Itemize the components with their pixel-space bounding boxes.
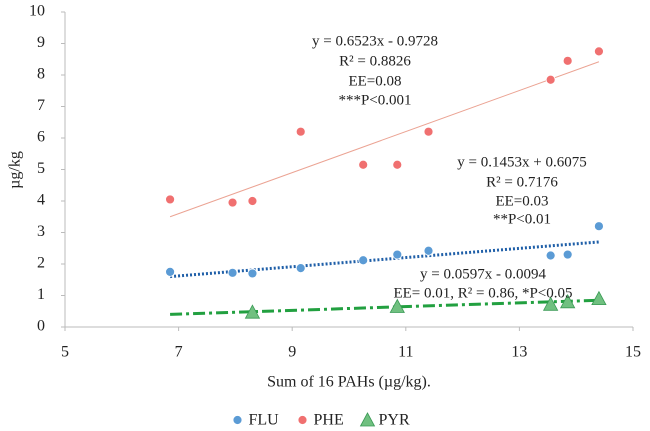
- marker-circle: [594, 221, 604, 232]
- marker-circle: [247, 196, 258, 206]
- y-tick-label: 1: [37, 286, 45, 303]
- y-tick-label: 3: [37, 223, 45, 240]
- marker-circle: [423, 126, 434, 137]
- legend-label: PHE: [314, 412, 344, 429]
- marker-circle: [562, 249, 573, 260]
- legend-marker: [359, 412, 376, 427]
- y-tick-label: 0: [37, 318, 45, 335]
- y-tick-label: 4: [37, 192, 45, 209]
- marker-circle: [423, 245, 434, 256]
- marker-circle: [562, 55, 573, 66]
- legend-label: PYR: [379, 412, 410, 429]
- y-axis-label: µg/kg: [7, 151, 24, 189]
- marker-circle: [594, 46, 604, 57]
- x-tick-label: 13: [511, 344, 527, 361]
- marker-circle: [295, 126, 306, 137]
- marker-circle: [165, 194, 175, 205]
- annotation: EE= 0.01, R² = 0.86, *P<0.05: [393, 285, 572, 301]
- y-tick-label: 8: [37, 66, 45, 83]
- trendline: [170, 298, 599, 316]
- y-tick-label: 7: [37, 97, 45, 114]
- marker-circle: [545, 250, 556, 261]
- x-tick-label: 11: [398, 344, 413, 361]
- y-tick-label: 2: [37, 255, 45, 272]
- annotation: y = 0.6523x - 0.9728: [312, 33, 438, 49]
- marker-triangle: [560, 293, 576, 309]
- marker-triangle: [389, 298, 405, 313]
- marker-circle: [295, 263, 306, 273]
- annotation: R² = 0.7176: [486, 174, 558, 190]
- marker-triangle: [244, 304, 261, 319]
- x-tick-label: 15: [625, 344, 641, 361]
- annotation: EE=0.03: [495, 193, 548, 209]
- x-tick-label: 9: [288, 344, 296, 361]
- x-tick-label: 5: [61, 344, 69, 361]
- trendline: [169, 61, 600, 218]
- legend-marker: [232, 415, 243, 425]
- marker-circle: [392, 159, 403, 170]
- annotation: y = 0.0597x - 0.0094: [420, 266, 546, 282]
- y-tick-label: 6: [37, 129, 45, 146]
- marker-circle: [247, 268, 258, 279]
- y-tick-label: 10: [29, 3, 45, 20]
- marker-circle: [358, 159, 369, 170]
- marker-circle: [392, 249, 403, 260]
- x-axis-label: Sum of 16 PAHs (µg/kg).: [267, 374, 431, 391]
- annotation: R² = 0.8826: [339, 53, 411, 69]
- y-tick-label: 5: [37, 160, 45, 177]
- marker-circle: [545, 74, 556, 85]
- marker-triangle: [591, 290, 607, 306]
- legend-label: FLU: [249, 412, 280, 429]
- marker-circle: [165, 266, 175, 277]
- annotation: EE=0.08: [348, 73, 401, 89]
- marker-circle: [227, 267, 238, 278]
- annotation: ***P<0.001: [338, 92, 411, 108]
- x-tick-label: 7: [175, 344, 183, 361]
- annotation: **P<0.01: [493, 211, 551, 227]
- marker-circle: [358, 255, 369, 266]
- legend-marker: [297, 415, 308, 425]
- marker-circle: [227, 197, 238, 208]
- marker-triangle: [542, 296, 559, 311]
- annotation: y = 0.1453x + 0.6075: [457, 154, 586, 170]
- y-tick-label: 9: [37, 34, 45, 51]
